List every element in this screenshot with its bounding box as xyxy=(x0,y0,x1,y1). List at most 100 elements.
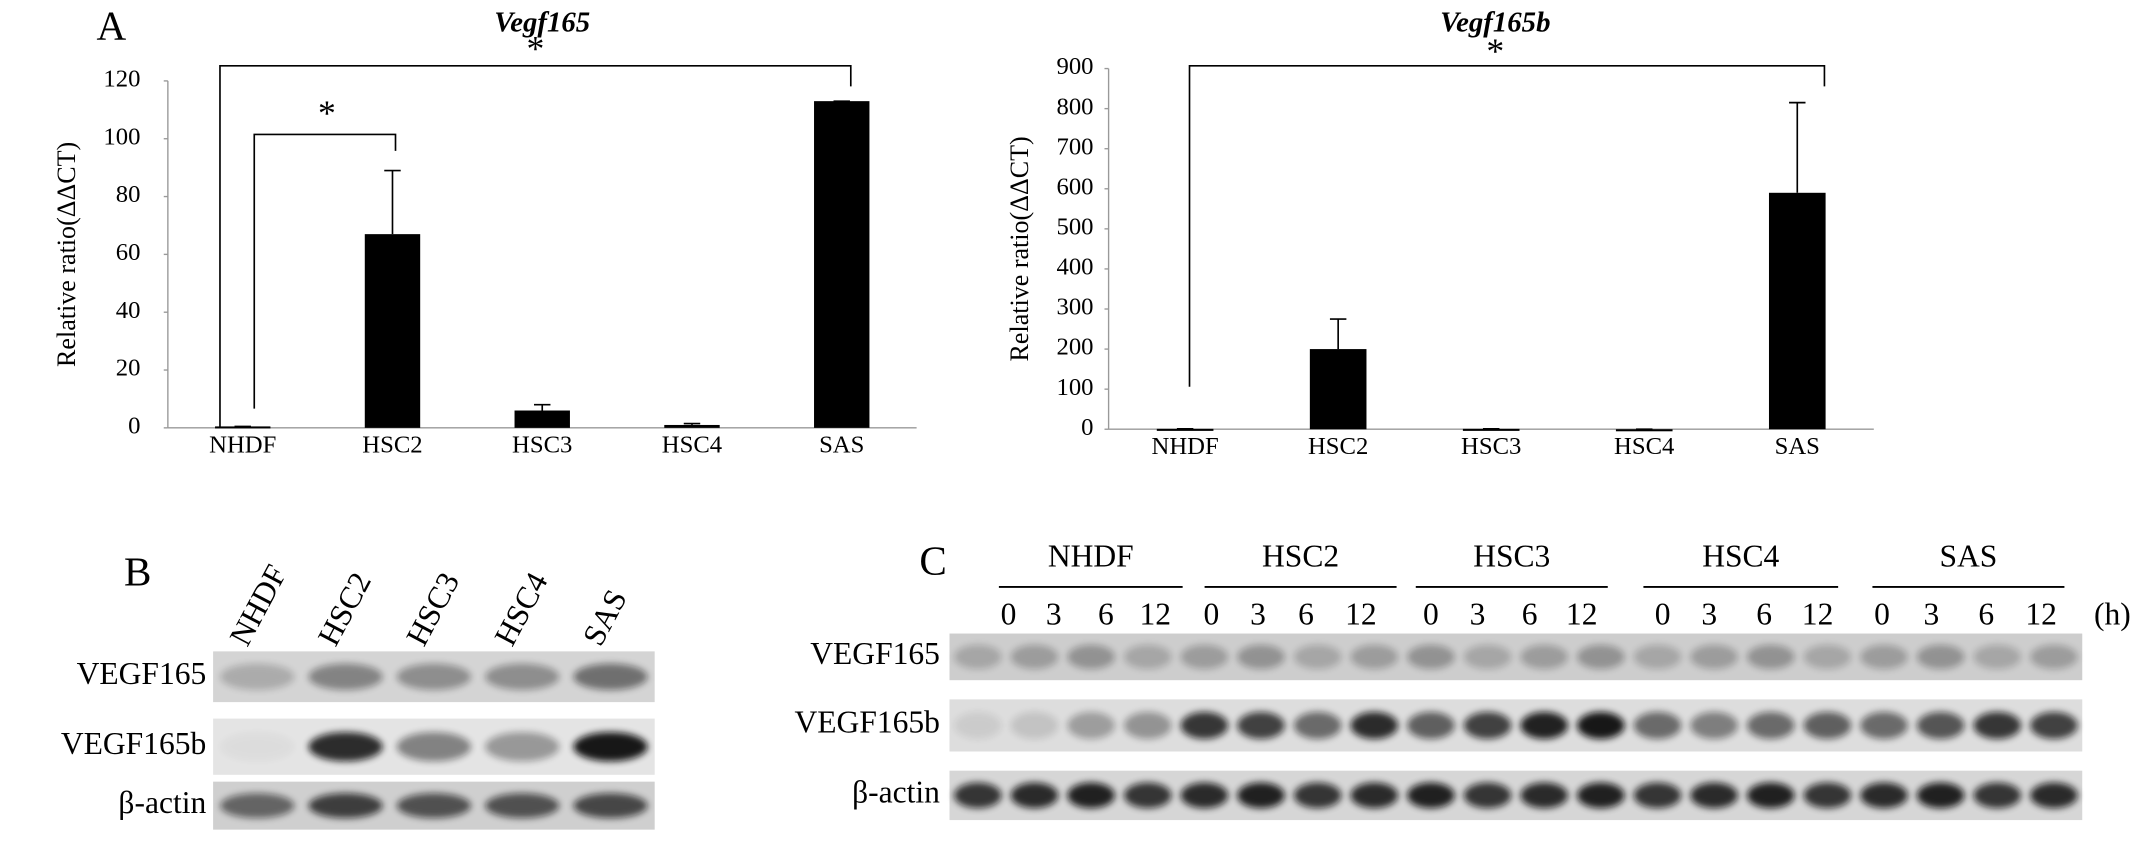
error-bar xyxy=(1789,101,1806,193)
lane-label: HSC4 xyxy=(487,566,554,651)
y-tick-label: 60 xyxy=(116,239,141,266)
y-tick-label: 600 xyxy=(1056,173,1093,200)
bar xyxy=(664,424,720,428)
band xyxy=(1463,644,1512,669)
group-label: SAS xyxy=(1940,539,1998,574)
time-label: 0 xyxy=(1423,596,1439,631)
time-label: 3 xyxy=(1046,596,1062,631)
time-label: 3 xyxy=(1701,596,1717,631)
error-bar xyxy=(384,169,401,235)
time-label: 0 xyxy=(1204,596,1220,631)
x-tick-label: HSC4 xyxy=(1614,433,1674,460)
band xyxy=(1633,711,1682,739)
x-tick-label: HSC4 xyxy=(662,432,722,459)
x-tick-label: SAS xyxy=(819,432,864,459)
band xyxy=(1123,644,1172,669)
row-label: VEGF165 xyxy=(77,656,207,691)
time-label: 6 xyxy=(1298,596,1314,631)
blot-row xyxy=(949,699,2083,752)
row-label: VEGF165 xyxy=(810,636,940,671)
significance-bracket xyxy=(253,133,397,409)
band xyxy=(1690,644,1738,669)
x-tick-label: HSC3 xyxy=(512,432,572,459)
blot-background xyxy=(949,633,2083,681)
band xyxy=(1180,711,1229,739)
chart-title: Vegf165b xyxy=(1440,6,1550,38)
time-label: 0 xyxy=(1874,596,1890,631)
band xyxy=(1123,782,1172,809)
band xyxy=(1067,782,1115,809)
y-tick-label: 500 xyxy=(1056,214,1093,241)
band xyxy=(308,732,383,762)
band xyxy=(1520,644,1568,669)
error-bar xyxy=(1329,318,1347,350)
band xyxy=(1577,711,1625,739)
band xyxy=(1860,782,1908,809)
blot-row xyxy=(213,651,655,703)
band xyxy=(1350,782,1399,809)
row-label: VEGF165b xyxy=(61,726,206,761)
band xyxy=(485,793,560,819)
band xyxy=(573,732,648,762)
significance-marker: * xyxy=(1486,31,1504,71)
band xyxy=(308,663,383,690)
band xyxy=(1237,644,1285,669)
band xyxy=(1067,644,1115,669)
band xyxy=(2030,782,2078,809)
time-label: 6 xyxy=(1978,596,1994,631)
blot-row xyxy=(949,633,2083,681)
group-label: HSC4 xyxy=(1702,539,1779,574)
y-tick-label: 100 xyxy=(103,123,140,150)
band xyxy=(1746,644,1795,669)
y-tick-label: 700 xyxy=(1056,133,1093,160)
y-tick-label: 20 xyxy=(116,355,141,382)
band xyxy=(1010,782,1059,809)
band xyxy=(1293,711,1342,739)
lane-label: NHDF xyxy=(222,559,293,651)
blot-background xyxy=(949,770,2083,821)
band xyxy=(1746,782,1795,809)
time-unit: (h) xyxy=(2094,596,2131,631)
band xyxy=(1010,644,1059,669)
group-label: HSC2 xyxy=(1262,539,1339,574)
bar xyxy=(364,234,421,428)
band xyxy=(1577,644,1625,669)
time-label: 12 xyxy=(2025,596,2057,631)
band xyxy=(1690,782,1738,809)
band xyxy=(1860,644,1908,669)
blot-row xyxy=(949,770,2083,821)
y-tick-label: 900 xyxy=(1056,53,1093,80)
lane-label: HSC2 xyxy=(311,567,378,652)
significance-bracket xyxy=(1188,65,1826,387)
band xyxy=(396,732,471,762)
panel-label: C xyxy=(919,537,946,583)
band xyxy=(220,663,295,690)
error-bar xyxy=(683,422,701,425)
band xyxy=(308,793,383,819)
panel-label: A xyxy=(97,3,127,49)
row-label: β-actin xyxy=(852,775,940,810)
band xyxy=(2030,644,2078,669)
band xyxy=(220,793,295,819)
band xyxy=(1237,782,1285,809)
y-axis-label: Relative ratio(ΔΔCT) xyxy=(1005,136,1034,361)
band xyxy=(1010,711,1059,739)
band xyxy=(1860,711,1908,739)
y-tick-label: 0 xyxy=(128,413,140,440)
y-tick-label: 800 xyxy=(1056,93,1093,120)
y-tick-label: 40 xyxy=(116,297,141,324)
lane-label: HSC3 xyxy=(399,567,466,652)
band xyxy=(954,644,1002,669)
band xyxy=(1067,711,1115,739)
x-tick-label: HSC2 xyxy=(1308,433,1368,460)
band xyxy=(1520,711,1568,739)
y-tick-label: 100 xyxy=(1056,374,1093,401)
y-tick-label: 80 xyxy=(116,181,141,208)
bar xyxy=(1768,192,1826,430)
band xyxy=(1350,711,1399,739)
band xyxy=(1180,782,1229,809)
blot-row xyxy=(213,781,655,830)
band xyxy=(1690,711,1738,739)
band xyxy=(220,732,294,761)
